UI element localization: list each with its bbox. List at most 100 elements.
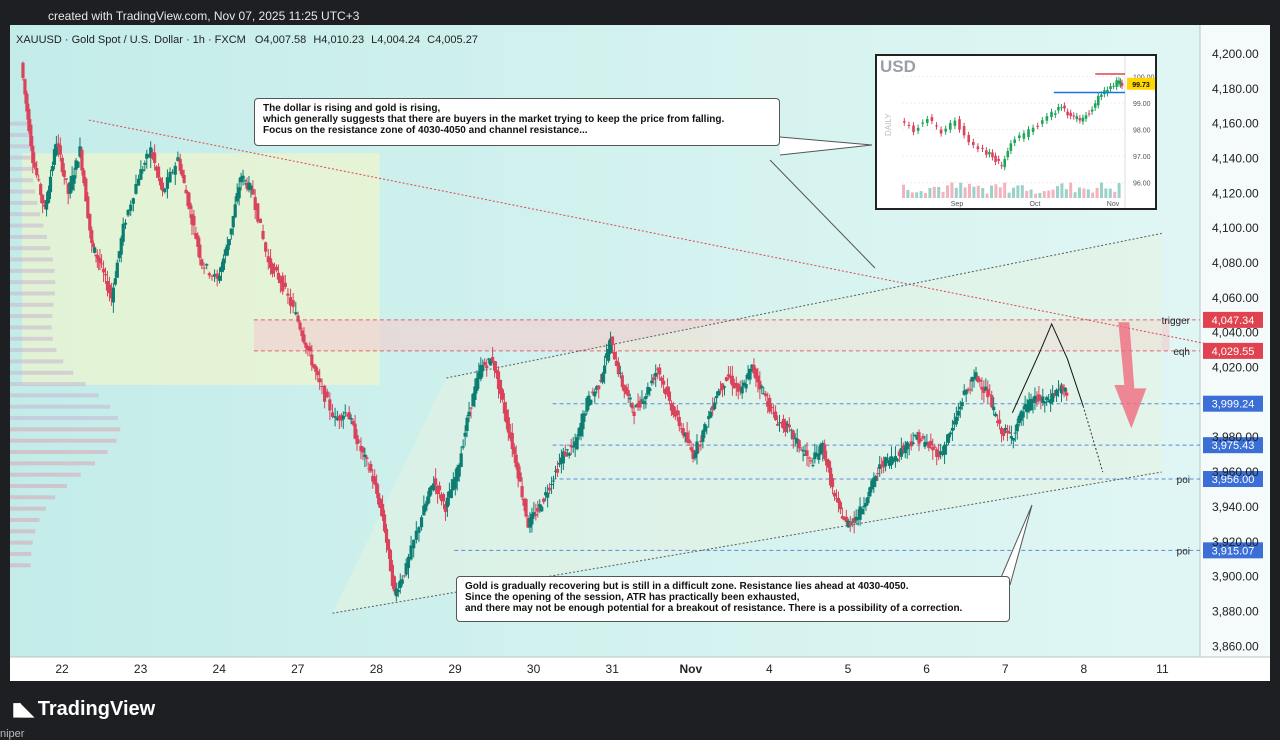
candle-body [577, 428, 581, 437]
candle-body [365, 457, 369, 459]
candle-body [661, 380, 666, 385]
candle-body [241, 175, 245, 180]
candle-body [532, 512, 536, 517]
candle-body [895, 459, 900, 461]
candle-body [373, 476, 377, 485]
candle-body [325, 391, 329, 398]
candle-body [245, 182, 249, 189]
candle-body [805, 450, 809, 456]
candle-body [42, 204, 47, 207]
high-value: H4,010.23 [313, 34, 365, 46]
x-tick-label: 31 [606, 662, 620, 676]
candle-body [335, 417, 339, 421]
inset-candle [944, 128, 947, 132]
level-label: poi [1177, 475, 1190, 486]
price-tag [1203, 311, 1263, 328]
inset-candle [1117, 80, 1121, 84]
candle-body [555, 468, 560, 473]
candle-body [944, 444, 949, 446]
candle-body [76, 161, 80, 168]
candle-body [787, 424, 791, 428]
y-tick-label: 3,940.00 [1212, 500, 1259, 514]
candle-body [628, 397, 632, 400]
candle-body [223, 249, 227, 256]
candle-body [544, 492, 548, 496]
main-chart[interactable]: 4,047.34 trigger 4,029.55 eqh 3,999.24 3,975.… [10, 25, 1270, 681]
candle-body [78, 146, 82, 157]
inset-volume-bar [1108, 188, 1112, 198]
candle-body [919, 439, 923, 442]
candle-body [868, 487, 872, 497]
candle-body [1053, 393, 1057, 395]
volume-profile-bar [10, 178, 34, 183]
candle-body [770, 406, 774, 409]
candle-body [726, 374, 731, 377]
candle-body [736, 383, 740, 392]
candle-body [701, 430, 705, 442]
inset-candle [1050, 111, 1053, 118]
candle-body [1043, 401, 1047, 404]
candle-body [192, 215, 196, 226]
inset-candle [1084, 115, 1088, 119]
inset-candle [1003, 158, 1007, 168]
candle-body [400, 579, 404, 584]
candle-body [929, 440, 933, 446]
candle-body [229, 228, 233, 235]
candle-body [143, 162, 147, 165]
y-tick-label: 4,120.00 [1212, 186, 1259, 200]
candle-body [58, 145, 62, 155]
volume-profile-bar [10, 121, 31, 126]
inset-volume-bar [1056, 186, 1059, 198]
candle-body [901, 445, 905, 450]
inset-volume-bar [1007, 192, 1011, 198]
inset-x-tick: Oct [1030, 201, 1041, 208]
candle-body [1007, 431, 1012, 434]
candle-body [68, 182, 72, 194]
candle-body [184, 189, 188, 194]
candle-body [274, 266, 279, 271]
inset-volume-bar [976, 185, 980, 198]
candle-body [500, 389, 505, 400]
annotation-top[interactable]: The dollar is rising and gold is rising,… [254, 98, 780, 146]
candle-body [909, 441, 913, 447]
candle-body [357, 440, 361, 442]
candle-body [80, 149, 84, 171]
y-tick-label: 4,080.00 [1212, 256, 1259, 270]
candle-body [758, 380, 762, 390]
inset-candle [1096, 95, 1100, 106]
candle-body [54, 143, 58, 156]
inset-volume-bar [1073, 192, 1077, 198]
y-tick-label: 3,880.00 [1212, 604, 1259, 618]
candle-body [207, 273, 211, 276]
volume-profile-bar [10, 404, 111, 409]
candle-body [982, 388, 986, 393]
annotation-bottom[interactable]: Gold is gradually recovering but is stil… [456, 576, 1010, 622]
candle-body [935, 449, 939, 457]
candle-body [866, 497, 870, 504]
candle-body [221, 258, 226, 270]
price-tag-text: 3,956.00 [1212, 474, 1255, 486]
candle-body [553, 470, 558, 472]
inset-volume-bar [985, 193, 989, 198]
inset-candle [912, 125, 915, 133]
candle-body [1037, 394, 1041, 401]
candle-body [933, 446, 937, 448]
inset-volume-bar [1012, 187, 1015, 198]
candle-body [656, 368, 660, 370]
candle-body [813, 452, 817, 460]
candle-body [681, 428, 685, 436]
price-tag-text: 4,029.55 [1212, 346, 1255, 358]
candle-body [227, 239, 231, 246]
candle-body [149, 147, 153, 158]
candle-body [131, 198, 135, 204]
candle-body [632, 411, 636, 416]
candle-body [825, 458, 829, 466]
candle-body [105, 281, 110, 291]
inset-candle [1009, 143, 1013, 151]
candle-body [538, 504, 542, 508]
candle-body [996, 420, 1000, 423]
candle-body [673, 412, 677, 417]
tradingview-logo[interactable]: ▮◣ TradingView [12, 698, 155, 721]
candle-body [261, 230, 265, 240]
candle-body [660, 377, 664, 381]
